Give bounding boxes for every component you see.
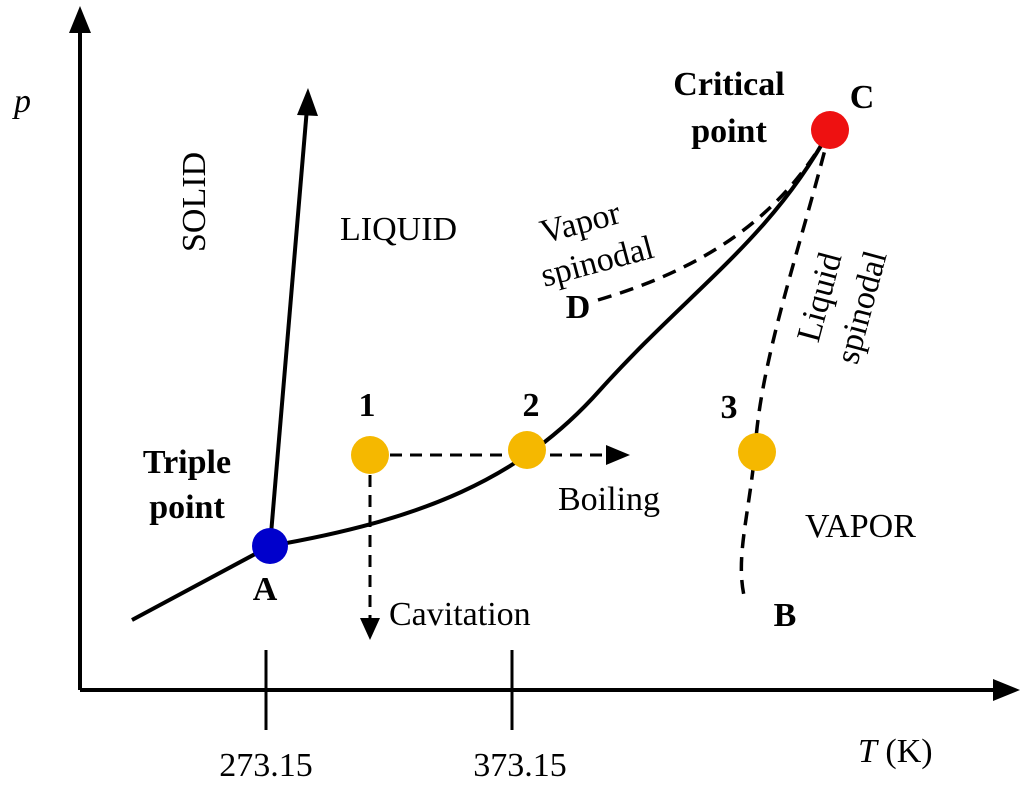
critical-point-marker [811,111,849,149]
state-1-label: 1 [359,387,376,424]
spinodals [597,129,832,601]
y-axis-arrow [69,6,91,33]
process-labels: Boiling Cavitation [389,481,660,633]
vaporization-curve [269,129,832,548]
x-axis-label: T (K) [858,733,933,770]
y-axis-label: p [12,83,31,120]
state-3-label: 3 [721,389,738,426]
state-1-marker [351,436,389,474]
phase-boundaries [131,88,832,622]
point-B-label: B [774,597,797,634]
state-3-marker [738,433,776,471]
critical-point-label-1: Critical [673,66,784,103]
melting-curve-arrow [297,88,318,116]
axes: 273.15 373.15 p T (K) [12,6,1020,784]
sublimation-curve [131,544,271,622]
vapor-label: VAPOR [805,508,916,545]
point-A-label: A [253,571,278,608]
point-C-label: C [850,79,875,116]
solid-label: SOLID [176,152,213,252]
boiling-arrow-icon [606,445,630,465]
points [252,111,849,564]
melting-curve [268,107,309,547]
x-tick-label-273: 273.15 [219,747,313,784]
liquid-spinodal [739,129,832,601]
vapor-spinodal [597,129,832,302]
critical-point-label-2: point [691,113,767,150]
process-paths [368,453,612,625]
cavitation-label: Cavitation [389,596,531,633]
state-2-marker [508,431,546,469]
triple-point-label-1: Triple [143,444,231,481]
triple-point-marker [252,528,288,564]
curve-labels: Vapor spinodal Liquid spinodal [536,194,894,367]
boiling-label: Boiling [558,481,660,518]
x-axis-arrow [993,679,1020,701]
x-tick-label-373: 373.15 [473,747,567,784]
cavitation-arrow-icon [360,618,380,640]
liquid-label: LIQUID [340,211,457,248]
point-labels: Triple point Critical point A B C D 1 2 … [143,66,874,634]
point-D-label: D [566,289,591,326]
triple-point-label-2: point [149,489,225,526]
x-axis-unit: (K) [877,733,933,770]
state-2-label: 2 [523,387,540,424]
region-labels: SOLID LIQUID VAPOR [176,152,916,545]
x-axis-variable: T [858,733,879,770]
